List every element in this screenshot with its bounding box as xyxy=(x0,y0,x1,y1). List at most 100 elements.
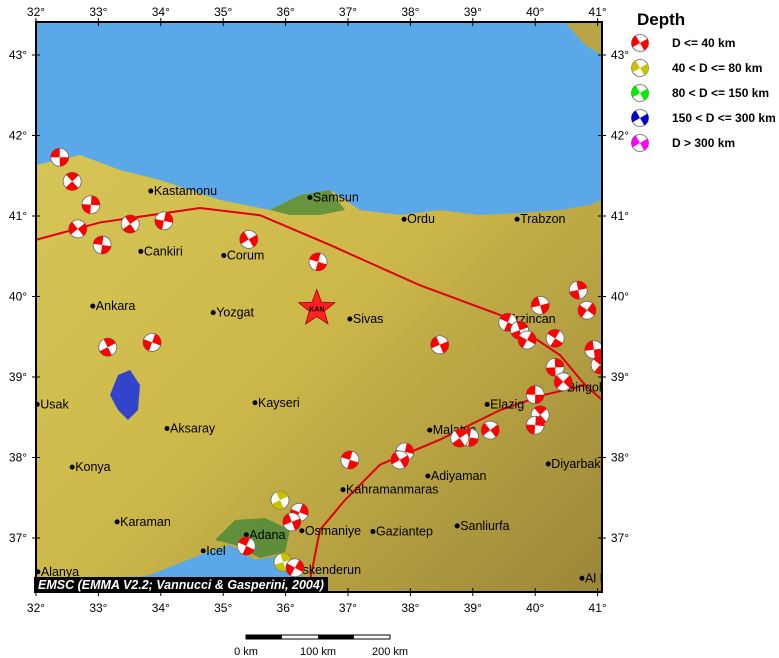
lat-tick-label: 38° xyxy=(611,451,629,465)
focal-mechanism-beachball xyxy=(340,450,360,470)
city-dot xyxy=(427,427,433,433)
city-dot xyxy=(164,426,170,432)
focal-mechanism-beachball xyxy=(530,295,550,315)
city-label: Karaman xyxy=(120,515,171,529)
scale-label-100: 100 km xyxy=(299,646,337,658)
lon-tick-label: 33° xyxy=(89,5,107,19)
lat-tick-label: 37° xyxy=(611,531,629,545)
legend-item: 80 < D <= 150 km xyxy=(630,80,776,105)
city-marker: Yozgat xyxy=(210,306,255,320)
lon-tick-label: 38° xyxy=(401,601,419,615)
focal-mechanism-beachball xyxy=(517,330,537,350)
focal-mechanism-beachball xyxy=(81,195,101,215)
city-marker: Diyarbakir xyxy=(545,457,607,471)
city-label: Kayseri xyxy=(258,396,300,410)
city-label: Sanliurfa xyxy=(460,519,509,533)
legend-item: 150 < D <= 300 km xyxy=(630,105,776,130)
lon-tick-label: 34° xyxy=(152,601,170,615)
city-marker: Adana xyxy=(243,528,285,542)
city-dot xyxy=(340,487,346,493)
beachball-symbol xyxy=(631,58,649,77)
focal-mechanism-beachball xyxy=(545,328,565,348)
focal-mechanism-beachball xyxy=(568,280,588,300)
city-marker: Cankiri xyxy=(138,244,183,258)
city-marker: Konya xyxy=(69,460,111,474)
city-dot xyxy=(545,461,551,467)
city-marker: Sanliurfa xyxy=(454,519,510,533)
city-label: Usak xyxy=(40,397,69,411)
legend-label: 150 < D <= 300 km xyxy=(672,110,776,125)
lat-tick-label: 42° xyxy=(611,129,629,143)
lat-tick-label: 39° xyxy=(9,370,27,384)
black-sea xyxy=(36,22,602,215)
city-label: Bingol xyxy=(567,380,602,394)
beachball-symbol xyxy=(631,83,649,102)
city-dot xyxy=(200,548,206,554)
focal-mechanism-beachball xyxy=(270,490,290,510)
scale-label-0: 0 km xyxy=(234,646,258,658)
lat-tick-label: 39° xyxy=(611,370,629,384)
city-label: Konya xyxy=(75,460,110,474)
city-label: Ankara xyxy=(96,299,136,313)
city-dot xyxy=(36,569,41,575)
epicenter-star-icon: KAN xyxy=(297,288,336,325)
beachball-icon xyxy=(631,108,649,127)
city-label: Adiyaman xyxy=(431,469,487,483)
city-marker: Alanya xyxy=(36,565,79,579)
city-marker: Usak xyxy=(36,397,69,411)
city-label: Ordu xyxy=(407,212,435,226)
lon-tick-label: 41° xyxy=(589,601,607,615)
lon-tick-label: 37° xyxy=(339,601,357,615)
lon-tick-label: 32° xyxy=(27,601,45,615)
city-marker: Kayseri xyxy=(252,396,300,410)
lat-tick-label: 41° xyxy=(611,209,629,223)
focal-mechanism-beachball xyxy=(450,428,470,448)
city-label: Alanya xyxy=(41,565,79,579)
city-label: Kastamonu xyxy=(154,184,217,198)
city-label: Diyarbakir xyxy=(551,457,607,471)
beachball-symbol xyxy=(631,33,649,52)
city-dot xyxy=(252,400,258,406)
city-dot xyxy=(347,316,353,322)
city-marker: Karaman xyxy=(114,515,171,529)
beachball-symbol xyxy=(631,133,649,152)
city-dot xyxy=(210,310,216,316)
city-label: Gaziantep xyxy=(376,525,433,539)
city-marker: Ordu xyxy=(401,212,435,226)
city-label: Iskenderun xyxy=(299,563,361,577)
city-label: Adana xyxy=(249,528,285,542)
lon-tick-label: 40° xyxy=(526,601,544,615)
lat-tick-label: 43° xyxy=(9,48,27,62)
lon-tick-label: 37° xyxy=(339,5,357,19)
legend-label: 40 < D <= 80 km xyxy=(672,60,763,75)
lat-tick-label: 42° xyxy=(9,129,27,143)
city-label: Icel xyxy=(206,544,225,558)
city-dot xyxy=(370,529,376,535)
focal-mechanism-beachball xyxy=(154,211,174,231)
focal-mechanism-beachball xyxy=(584,340,602,360)
city-label: Sivas xyxy=(353,312,384,326)
legend-label: D <= 40 km xyxy=(672,35,736,50)
legend-item: D > 300 km xyxy=(630,130,776,155)
focal-mechanism-beachball xyxy=(285,558,305,578)
lat-tick-label: 40° xyxy=(9,290,27,304)
lon-tick-label: 39° xyxy=(464,5,482,19)
lake-tuz xyxy=(110,370,140,420)
lat-tick-label: 43° xyxy=(611,48,629,62)
city-dot xyxy=(299,528,305,534)
focal-mechanism-beachball xyxy=(525,385,545,405)
lon-tick-label: 40° xyxy=(526,5,544,19)
lon-tick-label: 41° xyxy=(589,5,607,19)
legend-item: D <= 40 km xyxy=(630,30,776,55)
star-label: KAN xyxy=(309,307,324,314)
beachball-icon xyxy=(631,58,649,77)
lon-tick-label: 35° xyxy=(214,5,232,19)
credit-label: EMSC (EMMA V2.2; Vannucci & Gasperini, 2… xyxy=(34,577,328,593)
scale-bar xyxy=(245,634,391,640)
city-label: Cankiri xyxy=(144,244,183,258)
city-label: Yozgat xyxy=(216,306,254,320)
city-marker: Ankara xyxy=(90,299,135,313)
fault-line xyxy=(36,206,602,402)
city-dot xyxy=(90,303,96,309)
city-label: Trabzon xyxy=(520,212,565,226)
